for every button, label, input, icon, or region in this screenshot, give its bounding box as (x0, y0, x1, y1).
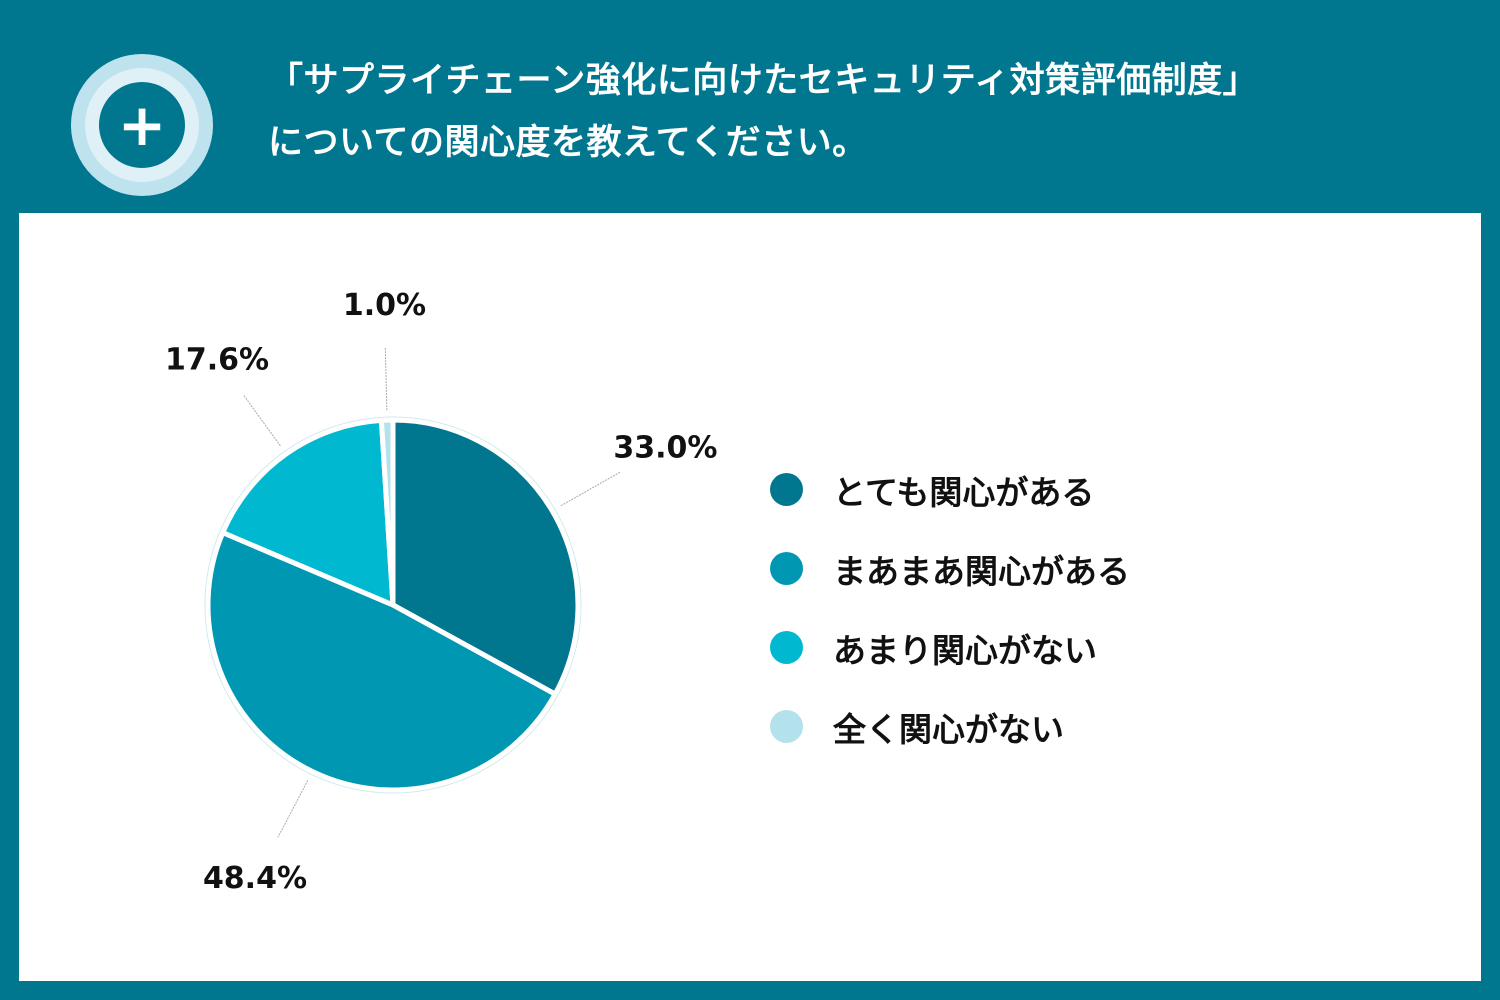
legend-item: あまり関心がない (770, 608, 1130, 687)
leader-line (277, 780, 309, 838)
legend-swatch (770, 631, 803, 664)
legend-label: まあまあ関心がある (833, 551, 1130, 591)
data-label: 1.0% (343, 288, 426, 323)
pie-slice (378, 417, 396, 608)
data-label: 33.0% (613, 431, 717, 466)
legend-swatch (770, 710, 803, 743)
pie-slice (205, 530, 558, 793)
legend-item: とても関心がある (770, 450, 1130, 529)
legend-item: 全く関心がない (770, 687, 1130, 766)
title-line-1: 「サプライチェーン強化に向けたセキュリティ対策評価制度」 (268, 61, 1259, 101)
legend-swatch (770, 473, 803, 506)
pie-slice (220, 417, 396, 608)
pie-outline (204, 416, 582, 794)
leader-line (384, 348, 388, 411)
legend-item: まあまあ関心がある (770, 529, 1130, 608)
legend-label: 全く関心がない (833, 709, 1064, 749)
data-label: 48.4% (203, 861, 307, 896)
legend-swatch (770, 552, 803, 585)
legend-label: あまり関心がない (833, 630, 1097, 670)
leader-line (560, 471, 621, 507)
legend: とても関心がある まあまあ関心がある あまり関心がない 全く関心がない (770, 450, 1130, 766)
leader-line (243, 394, 281, 447)
title-line-2: についての関心度を教えてください。 (268, 123, 868, 163)
page-title: 「サプライチェーン強化に向けたセキュリティ対策評価制度」 についての関心度を教え… (268, 50, 1258, 174)
pie-slice (390, 417, 581, 697)
plus-icon: + (99, 82, 185, 168)
plus-circle-icon: + (71, 54, 213, 196)
legend-label: とても関心がある (833, 472, 1095, 512)
data-label: 17.6% (165, 343, 269, 378)
